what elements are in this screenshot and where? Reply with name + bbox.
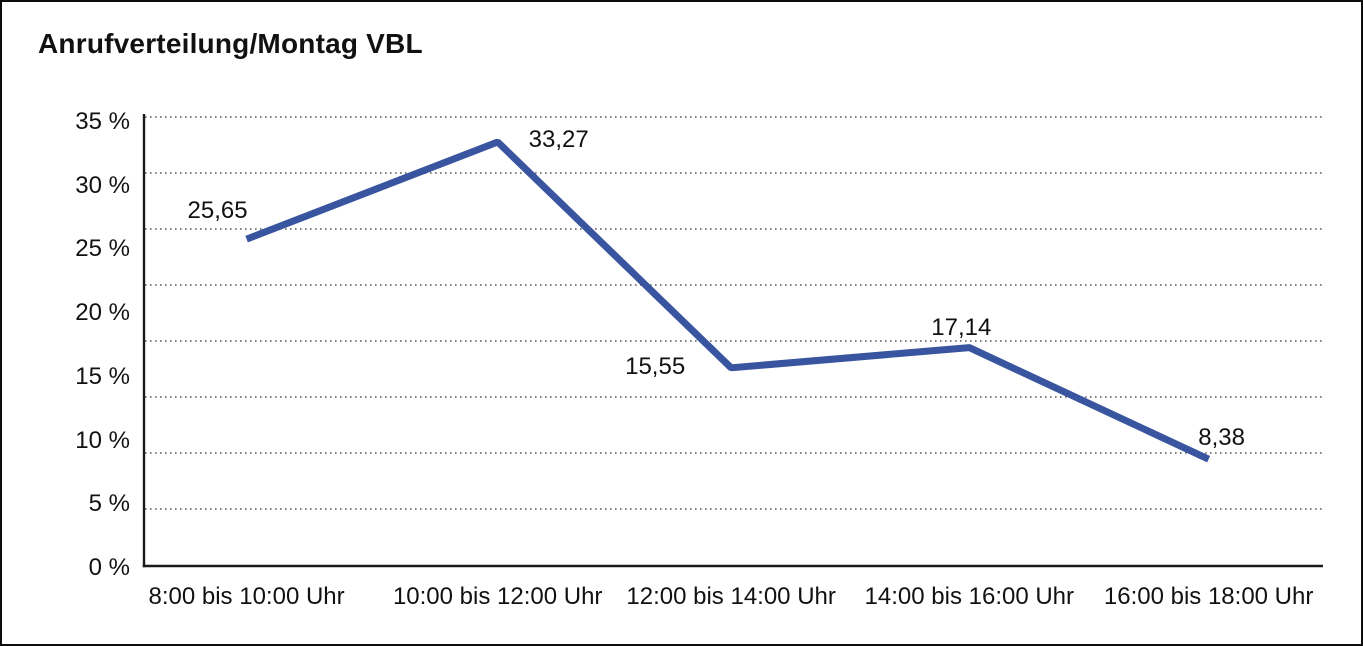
y-tick-label: 5 %	[88, 490, 130, 518]
x-category-label: 12:00 bis 14:00 Uhr	[626, 583, 836, 610]
y-tick-label: 25 %	[75, 235, 130, 263]
x-category-label: 14:00 bis 16:00 Uhr	[864, 583, 1075, 610]
value-label: 33,27	[528, 126, 589, 154]
data-line	[245, 138, 1211, 463]
value-label: 8,38	[1198, 424, 1245, 452]
y-tick-label: 20 %	[75, 299, 130, 327]
y-tick-label: 35 %	[75, 108, 130, 135]
value-label: 15,55	[625, 352, 686, 380]
y-tick-label: 10 %	[75, 426, 130, 454]
value-label: 17,14	[931, 313, 992, 341]
x-category-label: 16:00 bis 18:00 Uhr	[1103, 583, 1314, 610]
y-tick-label: 0 %	[88, 554, 130, 581]
y-tick-label: 15 %	[75, 362, 130, 390]
chart-title: Anrufverteilung/Montag VBL	[38, 28, 423, 59]
x-category-label: 10:00 bis 12:00 Uhr	[392, 583, 603, 610]
y-tick-label: 30 %	[75, 171, 130, 199]
value-label: 25,65	[187, 197, 248, 225]
x-category-label: 8:00 bis 10:00 Uhr	[148, 583, 345, 610]
